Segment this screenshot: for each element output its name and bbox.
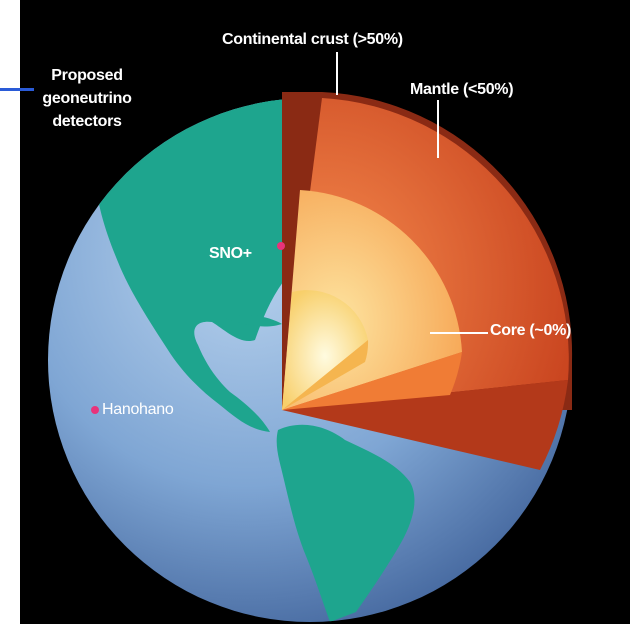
outer-core-lower (282, 352, 462, 410)
crust-label: Continental crust (>50%) (222, 31, 403, 48)
north-america (94, 98, 322, 432)
sno-marker (277, 242, 285, 250)
hanohano-label: Hanohano (102, 401, 174, 418)
core-label: Core (~0%) (490, 322, 572, 339)
proposed-detectors-heading: Proposed geoneutrino detectors (22, 64, 152, 133)
heading-line-1: Proposed (51, 67, 123, 84)
heading-line-3: detectors (52, 113, 122, 130)
caribbean-island (225, 315, 282, 327)
heading-line-2: geoneutrino (42, 90, 132, 107)
sno-label: SNO+ (209, 245, 252, 262)
header-line (0, 88, 34, 91)
hanohano-marker (91, 406, 99, 414)
south-america (276, 424, 415, 622)
inner-core (282, 290, 368, 410)
inner-core-lower (282, 340, 369, 410)
mantle-label: Mantle (<50%) (410, 81, 514, 98)
